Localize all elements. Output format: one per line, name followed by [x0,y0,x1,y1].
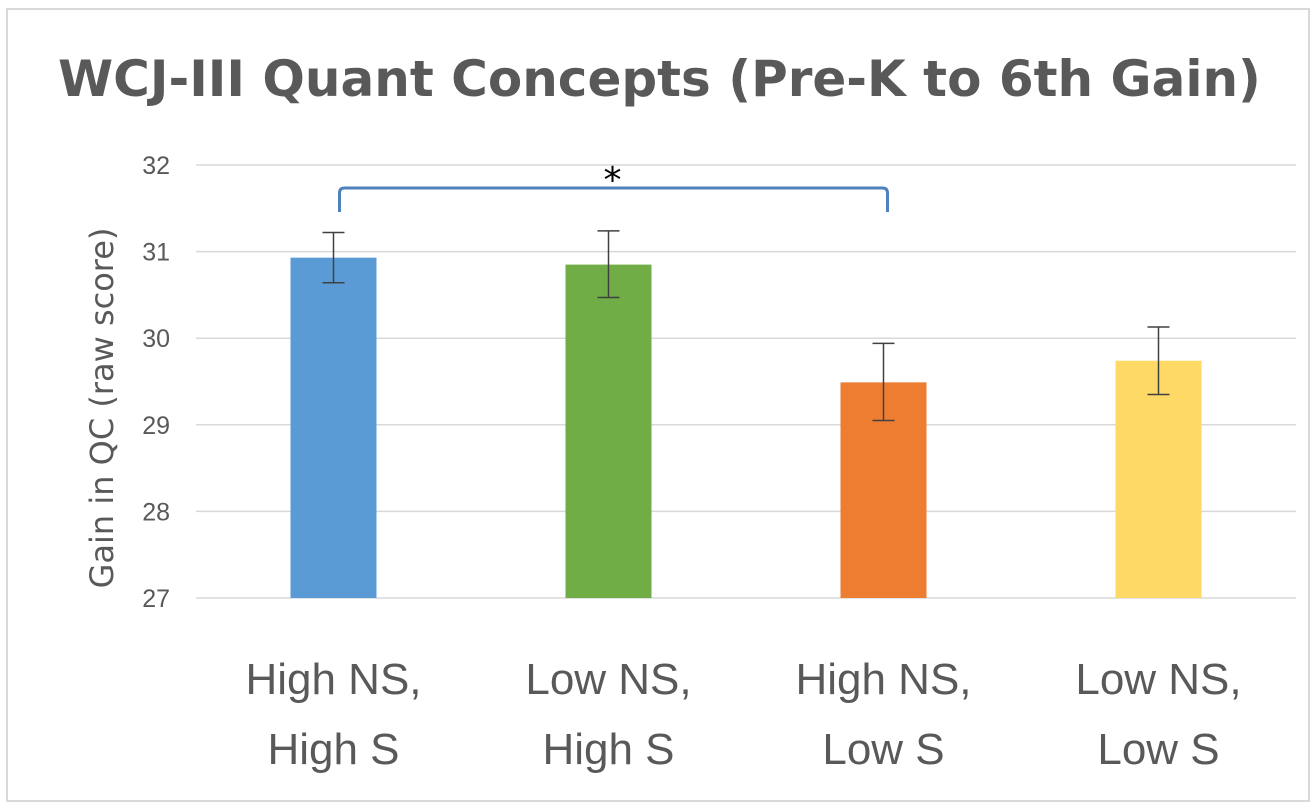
bar [291,258,377,598]
category-labels: High NS, High S Low NS, High S High NS, Low S… [245,655,1241,774]
y-tick-labels: 27 28 29 30 31 32 [142,152,170,613]
y-tick-label: 30 [142,325,170,353]
y-tick-label: 28 [142,498,170,526]
y-tick-label: 31 [142,239,170,267]
category-label: High NS, [795,655,971,704]
bars [291,258,1202,598]
y-tick-label: 29 [142,412,170,440]
category-label: Low NS, [1075,655,1241,704]
y-axis-label: Gain in QC (raw score) [83,228,121,589]
category-label: Low NS, [525,655,691,704]
y-tick-label: 27 [142,585,170,613]
significance-annotation: * [340,160,888,212]
significance-marker: * [604,160,622,201]
chart-title: WCJ-III Quant Concepts (Pre-K to 6th Gai… [58,50,1261,108]
error-bars [323,231,1170,421]
bar [566,265,652,598]
category-label: Low S [1097,725,1219,774]
category-label: High S [267,725,399,774]
bar [1116,361,1202,598]
y-tick-label: 32 [142,152,170,180]
category-label: Low S [822,725,944,774]
category-label: High S [542,725,674,774]
category-label: High NS, [245,655,421,704]
